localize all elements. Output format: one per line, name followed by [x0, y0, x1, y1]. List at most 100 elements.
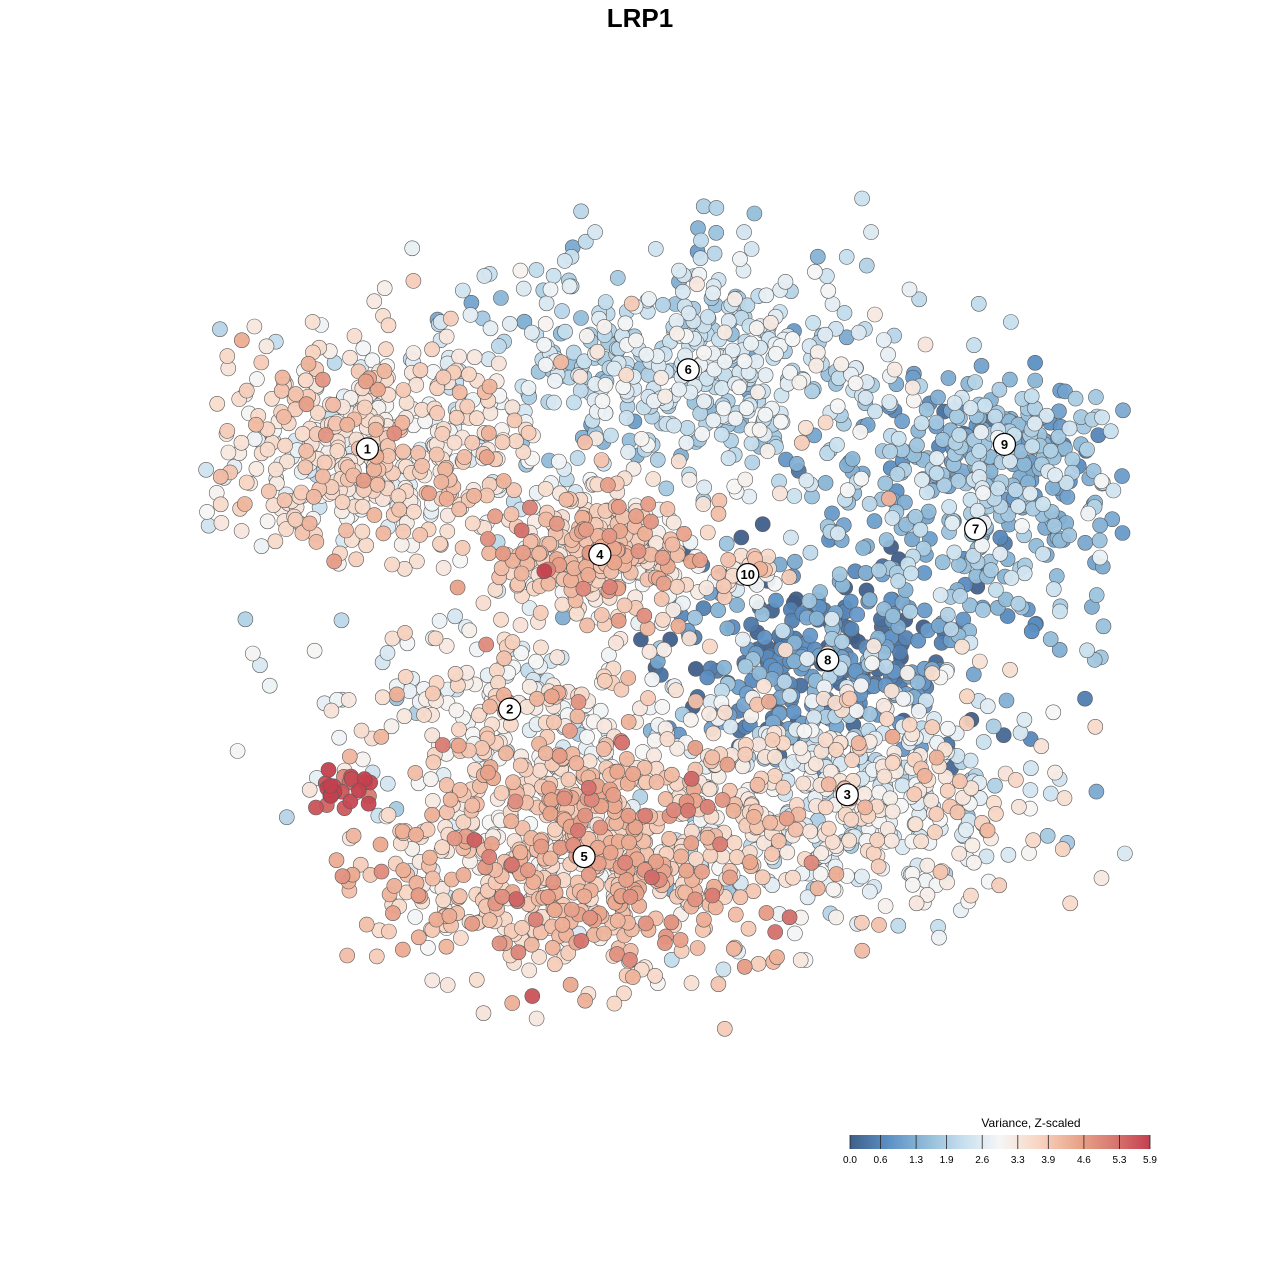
scatter-point: [737, 471, 754, 488]
scatter-point: [808, 357, 825, 374]
scatter-point: [434, 737, 451, 753]
scatter-point: [663, 766, 680, 783]
scatter-point: [1088, 389, 1104, 405]
scatter-point: [824, 834, 841, 850]
scatter-point: [355, 472, 372, 489]
scatter-point: [378, 341, 394, 358]
scatter-point: [715, 578, 732, 595]
scatter-point: [736, 224, 752, 240]
scatter-point: [595, 741, 612, 757]
scatter-point: [743, 241, 760, 257]
scatter-point: [894, 413, 910, 430]
scatter-point: [246, 431, 263, 447]
scatter-point: [727, 906, 744, 923]
scatter-point: [618, 871, 635, 888]
scatter-point: [360, 795, 377, 812]
scatter-point: [565, 344, 582, 361]
scatter-point: [637, 807, 654, 824]
scatter-point: [847, 375, 864, 392]
scatter-point: [258, 338, 275, 355]
scatter-point: [804, 383, 820, 400]
scatter-point: [566, 394, 582, 411]
scatter-point: [1047, 467, 1063, 484]
scatter-point: [267, 461, 284, 478]
scatter-point: [705, 285, 721, 302]
scatter-point: [775, 779, 792, 796]
scatter-point: [577, 992, 593, 1009]
scatter-point: [638, 915, 654, 932]
scatter-point: [579, 617, 596, 634]
scatter-point: [719, 756, 736, 773]
scatter-point: [1016, 711, 1033, 728]
scatter-point: [558, 491, 575, 508]
scatter-point: [865, 638, 882, 655]
scatter-point: [700, 309, 716, 325]
scatter-point: [683, 835, 700, 852]
scatter-point: [817, 414, 834, 431]
scatter-point: [529, 690, 545, 707]
scatter-point: [757, 367, 774, 384]
scatter-point: [659, 501, 676, 517]
scatter-point: [614, 734, 631, 751]
scatter-point: [718, 535, 735, 552]
scatter-point: [971, 653, 988, 670]
scatter-point: [481, 912, 498, 929]
scatter-point: [724, 342, 741, 359]
scatter-point: [328, 852, 345, 869]
scatter-point: [536, 563, 553, 580]
scatter-point: [496, 650, 512, 667]
scatter-point: [714, 792, 731, 808]
scatter-point: [786, 488, 803, 504]
scatter-point: [1047, 764, 1063, 781]
scatter-point: [379, 645, 396, 661]
scatter-point: [854, 942, 871, 959]
scatter-point: [824, 611, 840, 627]
scatter-point: [769, 949, 785, 966]
scatter-point: [716, 324, 733, 341]
scatter-point: [245, 645, 261, 662]
scatter-point: [481, 849, 498, 865]
scatter-point: [546, 394, 562, 411]
scatter-point: [850, 324, 867, 341]
scatter-point: [1087, 718, 1104, 735]
scatter-point: [350, 782, 367, 799]
scatter-point: [748, 594, 765, 611]
scatter-point: [1008, 772, 1024, 788]
scatter-point: [513, 522, 530, 539]
scatter-point: [884, 728, 901, 745]
scatter-point: [554, 303, 570, 319]
scatter-point: [706, 245, 723, 262]
scatter-point: [573, 310, 589, 326]
scatter-point: [768, 345, 784, 362]
scatter-point: [740, 920, 757, 937]
scatter-point: [569, 450, 586, 466]
scatter-point: [438, 328, 455, 345]
scatter-point: [825, 881, 842, 898]
scatter-point: [746, 809, 762, 825]
scatter-point: [602, 844, 619, 861]
scatter-point: [297, 372, 314, 389]
scatter-point: [456, 449, 473, 465]
scatter-point: [357, 399, 373, 416]
scatter-point: [778, 810, 795, 827]
colorbar-legend: Variance, Z-scaled 0.0 0.6 1.3 1.9 2.6 3.3 3.9…: [843, 1116, 1157, 1166]
scatter-point: [523, 936, 540, 953]
scatter-point: [665, 514, 682, 531]
cluster-label-text: 5: [580, 849, 587, 864]
scatter-point: [655, 297, 671, 313]
scatter-point: [782, 364, 798, 381]
scatter-point: [828, 909, 844, 926]
scatter-point: [514, 820, 531, 836]
scatter-point: [758, 287, 775, 304]
scatter-point: [605, 787, 622, 803]
scatter-point: [422, 771, 439, 788]
scatter-point: [995, 727, 1012, 744]
scatter-point: [936, 477, 953, 494]
scatter-point: [928, 450, 945, 467]
scatter-point: [624, 969, 641, 985]
scatter-point: [962, 491, 979, 508]
scatter-point: [949, 804, 966, 821]
scatter-point: [663, 951, 680, 968]
scatter-point: [578, 521, 594, 538]
scatter-point: [573, 203, 589, 220]
